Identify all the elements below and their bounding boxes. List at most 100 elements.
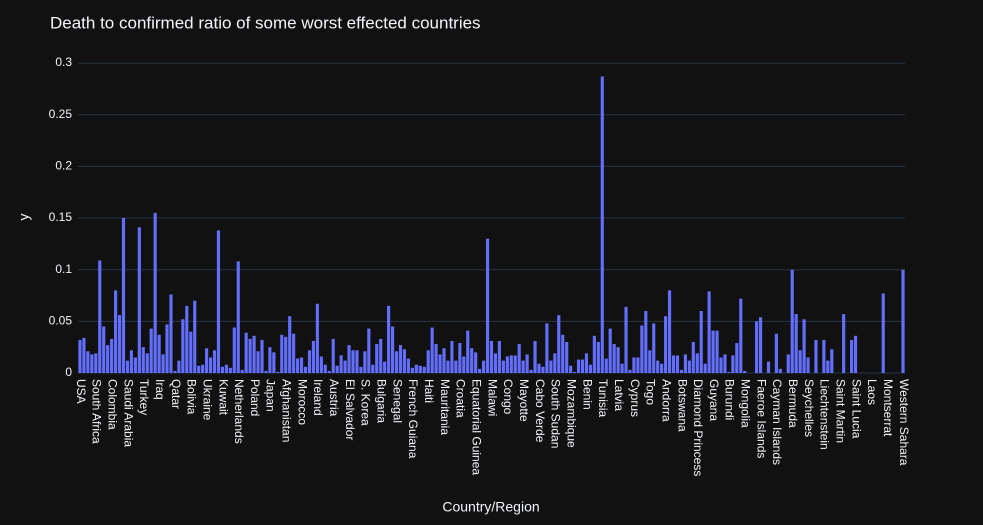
y-tick-label: 0.05 [49,314,73,328]
x-tick-label: Austria [327,379,341,417]
bar [98,260,102,373]
bar [755,321,759,373]
bar [256,351,260,373]
bar [133,357,137,373]
bar [766,361,771,373]
x-tick-label: Turkey [137,379,151,415]
bar [608,328,612,373]
bar [268,347,272,373]
bar [664,316,668,373]
bar [292,333,296,373]
y-tick-label: 0.15 [49,210,73,224]
bar [826,360,830,373]
bar [327,370,331,373]
bar [731,355,735,373]
bar [636,357,640,373]
bar [284,336,288,373]
bar [794,314,798,373]
x-tick-label: Western Sahara [897,379,911,466]
bar [331,338,335,373]
x-tick-label: El Salvador [343,379,357,440]
x-tick-label: Ukraine [200,379,214,421]
bar [102,326,106,373]
bar [703,363,707,373]
bar [367,328,371,373]
bar [359,366,363,373]
x-tick-label: Colombia [105,379,119,430]
bar [252,335,256,373]
bar [853,335,858,373]
x-axis-title: Country/Region [442,499,539,515]
x-tick-label: Saudi Arabia [121,379,135,447]
bar [299,357,304,373]
bar [414,364,418,373]
chart-title: Death to confirmed ratio of some worst e… [50,13,481,32]
bar [240,369,244,373]
bar [485,238,490,373]
bar [106,345,110,373]
bar [549,360,553,373]
bar [814,339,818,373]
bar [422,366,426,373]
bar [497,340,501,373]
bar [501,360,505,373]
bar [220,366,225,373]
x-tick-label: Bolivia [185,379,199,415]
x-tick-label: Guyana [707,379,721,421]
y-tick-label: 0.3 [55,55,72,69]
bar [94,353,98,373]
bar [434,344,438,373]
x-tick-label: Ireland [311,379,325,416]
bar [398,345,403,373]
bar [351,350,355,373]
bar [402,349,407,373]
bar [307,350,312,373]
bar [735,343,739,373]
bar [149,328,153,373]
bar [513,355,517,373]
bar [478,368,482,373]
x-tick-label: Seychelles [802,379,816,437]
bar [173,370,177,373]
x-tick-label: Saint Martin [834,379,848,443]
bar [687,360,691,373]
bar [248,338,252,373]
bar [323,364,327,373]
bar [280,334,284,373]
x-tick-label: Senegal [390,379,404,423]
bar [264,370,268,373]
bar [78,339,82,373]
bar [228,367,232,373]
bar [418,365,422,373]
x-tick-label: Botswana [675,379,689,432]
bar [161,354,165,373]
x-tick-label: Kuwait [216,379,230,416]
x-tick-label: Bulgaria [375,379,389,423]
x-tick-label: Mozambique [564,379,578,448]
x-tick-label: Diamond Princess [691,379,705,476]
bar [798,350,802,373]
x-tick-label: Laos [865,379,879,405]
bar [493,353,498,373]
bar [450,340,454,373]
bar [303,366,308,373]
bar [683,354,687,373]
x-tick-label: Tunisia [596,379,610,418]
bar [90,354,94,373]
bar [711,330,715,373]
y-tick-label: 0.1 [55,262,72,276]
bar [208,357,213,373]
bar [474,352,478,373]
bar [612,344,616,373]
bar [454,360,458,373]
bar [600,76,604,373]
bar [509,355,513,373]
bar [410,367,414,373]
bar [675,355,680,373]
bar [537,363,541,373]
bar [319,356,323,373]
x-tick-label: Benin [580,379,594,410]
bar [387,305,391,373]
bar [335,365,339,373]
